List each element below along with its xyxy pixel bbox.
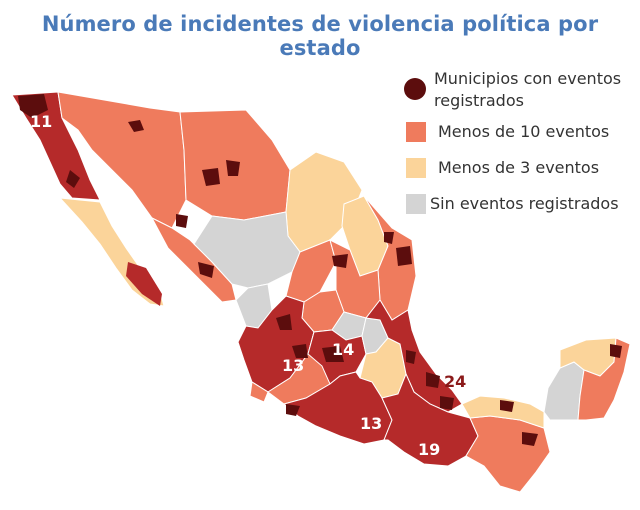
legend-label-municipios: Municipios con eventos registrados [434,69,622,110]
legend-label-menos3: Menos de 3 eventos [438,158,600,177]
region-bcs-cabo [126,262,162,306]
legend-swatch-menos3 [406,158,426,178]
label-oaxaca: 19 [418,440,441,459]
legend-swatch-sin [406,194,426,214]
map-title: Número de incidentes de violencia políti… [41,12,599,60]
state-colima[interactable] [249,381,269,403]
label-mexico: 14 [332,340,355,359]
legend-swatch-menos10 [406,122,426,142]
state-durango[interactable] [193,211,301,289]
legend-label-menos10: Menos de 10 eventos [438,122,610,141]
state-tabasco[interactable] [461,395,545,429]
legend-swatch-municipios [404,78,426,100]
state-chiapas[interactable] [465,415,551,493]
state-campeche[interactable] [543,361,585,421]
legend-label-sin: Sin eventos registrados [430,194,619,213]
label-baja-california: 11 [30,112,53,131]
label-guerrero: 13 [360,414,383,433]
label-veracruz: 24 [444,372,467,391]
state-quintana-roo[interactable] [577,337,631,421]
label-jalisco: 13 [282,356,305,375]
municipios-clusters [18,94,622,446]
